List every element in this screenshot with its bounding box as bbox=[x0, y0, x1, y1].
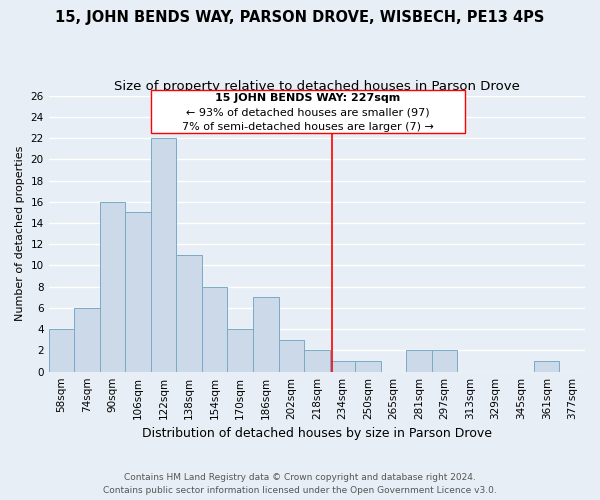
Bar bbox=[406, 350, 432, 372]
Bar bbox=[534, 361, 559, 372]
X-axis label: Distribution of detached houses by size in Parson Drove: Distribution of detached houses by size … bbox=[142, 427, 492, 440]
Text: 15, JOHN BENDS WAY, PARSON DROVE, WISBECH, PE13 4PS: 15, JOHN BENDS WAY, PARSON DROVE, WISBEC… bbox=[55, 10, 545, 25]
Bar bbox=[278, 340, 304, 372]
Bar bbox=[125, 212, 151, 372]
Bar bbox=[49, 329, 74, 372]
Bar bbox=[100, 202, 125, 372]
FancyBboxPatch shape bbox=[151, 90, 465, 132]
Bar bbox=[74, 308, 100, 372]
Bar bbox=[176, 255, 202, 372]
Bar bbox=[329, 361, 355, 372]
Bar bbox=[304, 350, 329, 372]
Bar bbox=[253, 298, 278, 372]
Bar bbox=[151, 138, 176, 372]
Bar bbox=[202, 286, 227, 372]
Bar bbox=[432, 350, 457, 372]
Text: Contains HM Land Registry data © Crown copyright and database right 2024.
Contai: Contains HM Land Registry data © Crown c… bbox=[103, 474, 497, 495]
Text: ← 93% of detached houses are smaller (97): ← 93% of detached houses are smaller (97… bbox=[186, 108, 430, 118]
Text: 15 JOHN BENDS WAY: 227sqm: 15 JOHN BENDS WAY: 227sqm bbox=[215, 94, 401, 104]
Text: 7% of semi-detached houses are larger (7) →: 7% of semi-detached houses are larger (7… bbox=[182, 122, 434, 132]
Y-axis label: Number of detached properties: Number of detached properties bbox=[15, 146, 25, 322]
Title: Size of property relative to detached houses in Parson Drove: Size of property relative to detached ho… bbox=[114, 80, 520, 93]
Bar bbox=[227, 329, 253, 372]
Bar bbox=[355, 361, 380, 372]
